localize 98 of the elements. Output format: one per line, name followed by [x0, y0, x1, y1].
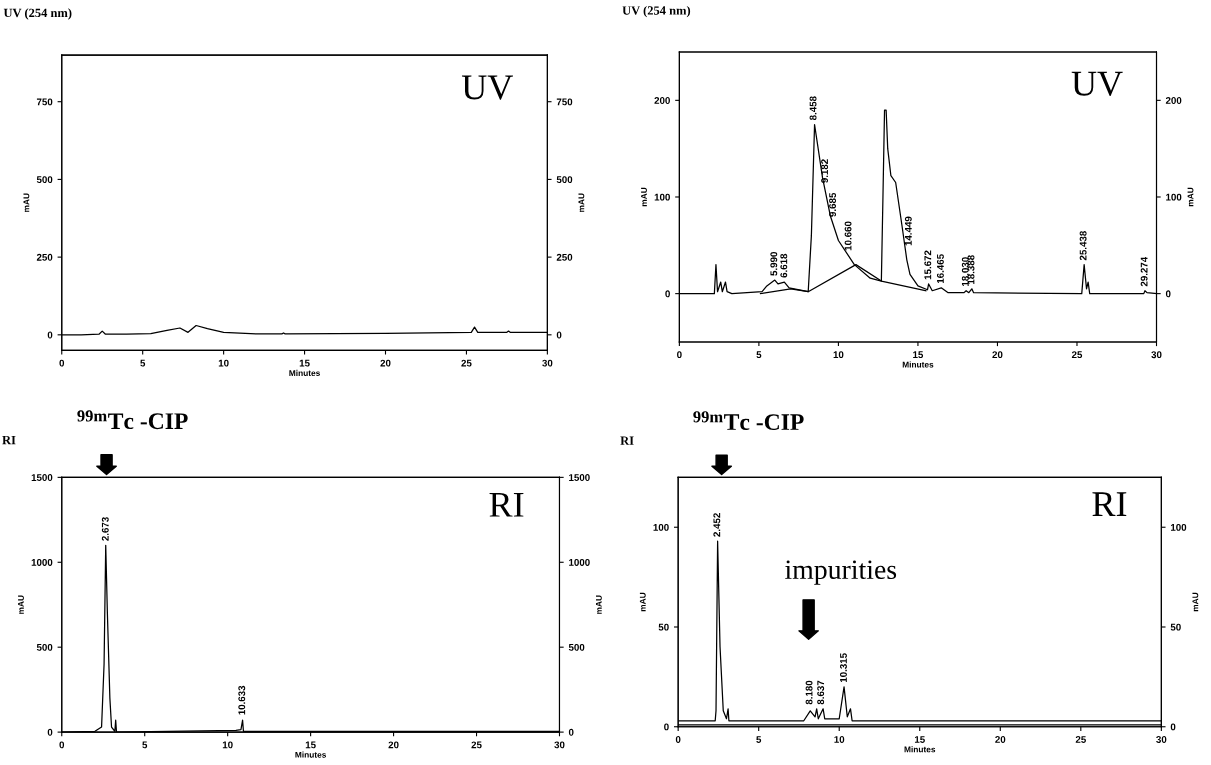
y2-tick-label: 0	[568, 728, 574, 736]
annotation: 5.990	[770, 252, 778, 276]
x-tick-label: 30	[542, 359, 553, 367]
annotation: 8.458	[809, 96, 817, 121]
x-tick-label: 20	[995, 736, 1006, 743]
y-tick-label: 0	[665, 290, 670, 298]
chart-title: RI	[2, 435, 16, 445]
y-axis-title: mAU	[641, 187, 647, 207]
annotation: UV	[1071, 71, 1123, 97]
x-axis-title: Minutes	[295, 751, 327, 758]
x-tick-label: 0	[59, 741, 65, 749]
y-tick-label: 0	[47, 331, 53, 339]
x-tick-label: 15	[914, 736, 925, 743]
x-tick-label: 10	[218, 359, 229, 367]
x-tick-label: 25	[461, 359, 472, 367]
y-tick-label: 100	[654, 193, 670, 201]
y-tick-label: 1500	[31, 474, 53, 481]
y2-tick-label: 500	[556, 176, 573, 184]
chart-title: UV (254 nm)	[3, 8, 72, 20]
y2-tick-label: 0	[1165, 290, 1171, 298]
annotation: RI	[489, 492, 524, 517]
x-axis-title: Minutes	[904, 746, 936, 753]
y2-tick-label: 0	[556, 331, 562, 339]
x-tick-label: 30	[1156, 736, 1167, 743]
y2-axis-title: mAU	[578, 193, 585, 212]
y2-tick-label: 0	[1170, 723, 1176, 731]
x-tick-label: 10	[834, 736, 845, 743]
annotation: 15.672	[924, 250, 932, 280]
x-axis-title: Minutes	[902, 361, 934, 368]
x-tick-label: 0	[59, 359, 65, 367]
x-tick-label: 15	[305, 741, 316, 749]
x-tick-label: 0	[675, 736, 681, 743]
annotation: UV	[461, 75, 513, 100]
y-tick-label: 200	[654, 97, 670, 104]
y-tick-label: 50	[658, 623, 669, 631]
x-axis-title: Minutes	[289, 369, 320, 376]
text: $^{99m}$Tc -CIP	[77, 410, 188, 430]
annotation: 2.673	[101, 517, 109, 541]
annotation: 16.465	[936, 254, 944, 284]
y2-tick-label: 200	[1165, 97, 1182, 104]
x-tick-label: 5	[142, 741, 148, 749]
y2-tick-label: 1500	[569, 474, 590, 481]
y-tick-label: 250	[36, 253, 53, 261]
text: $^{99m}$Tc -CIP	[693, 411, 804, 431]
y-axis-title: mAU	[639, 592, 646, 612]
x-tick-label: 5	[756, 736, 762, 743]
y-tick-label: 0	[47, 728, 53, 736]
y2-tick-label: 500	[568, 643, 585, 651]
annotation: RI	[1092, 492, 1127, 516]
x-tick-label: 20	[992, 351, 1003, 359]
x-tick-label: 10	[222, 741, 233, 749]
annotation: 6.618	[780, 253, 788, 278]
y-tick-label: 1000	[31, 559, 53, 566]
annotation: 18.388	[967, 255, 975, 285]
x-tick-label: 25	[471, 741, 482, 749]
y-tick-label: 500	[36, 643, 53, 651]
y-axis-title: mAU	[23, 193, 30, 212]
y2-tick-label: 100	[1166, 193, 1182, 201]
annotation: 10.315	[840, 653, 847, 683]
annotation: impurities	[785, 560, 897, 585]
x-tick-label: 0	[677, 351, 682, 359]
annotation: 25.438	[1079, 231, 1087, 261]
x-tick-label: 10	[833, 351, 844, 359]
y2-tick-label: 1000	[569, 559, 590, 566]
chart-title: RI	[620, 436, 634, 445]
y-tick-label: 750	[36, 98, 53, 106]
annotation: 29.274	[1140, 256, 1148, 287]
chart-title: UV (254 nm)	[622, 5, 691, 18]
x-tick-label: 15	[913, 351, 924, 359]
annotation: 10.660	[844, 221, 852, 251]
y2-tick-label: 50	[1170, 623, 1181, 631]
x-tick-label: 25	[1075, 736, 1086, 743]
x-tick-label: 5	[140, 359, 146, 367]
y2-tick-label: 750	[556, 98, 573, 106]
x-tick-label: 25	[1071, 351, 1083, 359]
x-tick-label: 30	[1151, 351, 1162, 359]
x-tick-label: 30	[554, 741, 565, 749]
x-tick-label: 20	[388, 741, 399, 749]
annotation: 18.030	[961, 257, 969, 286]
x-tick-label: 5	[756, 351, 762, 359]
y2-axis-title: mAU	[596, 595, 602, 614]
y2-tick-label: 250	[556, 253, 573, 261]
x-tick-label: 15	[299, 359, 310, 367]
y-tick-label: 0	[664, 723, 669, 731]
annotation: 9.182	[821, 159, 829, 183]
annotation: 10.633	[238, 685, 246, 715]
annotation: 14.449	[904, 216, 912, 246]
annotation: 9.685	[829, 192, 837, 217]
x-tick-label: 20	[380, 359, 391, 367]
y2-axis-title: mAU	[1192, 592, 1199, 612]
y-tick-label: 500	[36, 176, 53, 184]
y-tick-label: 100	[653, 523, 669, 531]
y-axis-title: mAU	[18, 595, 24, 614]
y2-tick-label: 100	[1170, 523, 1187, 531]
annotation: 2.452	[713, 513, 721, 537]
y2-axis-title: mAU	[1187, 187, 1194, 207]
annotation: 8.637	[817, 680, 825, 705]
annotation: 8.180	[805, 680, 813, 705]
